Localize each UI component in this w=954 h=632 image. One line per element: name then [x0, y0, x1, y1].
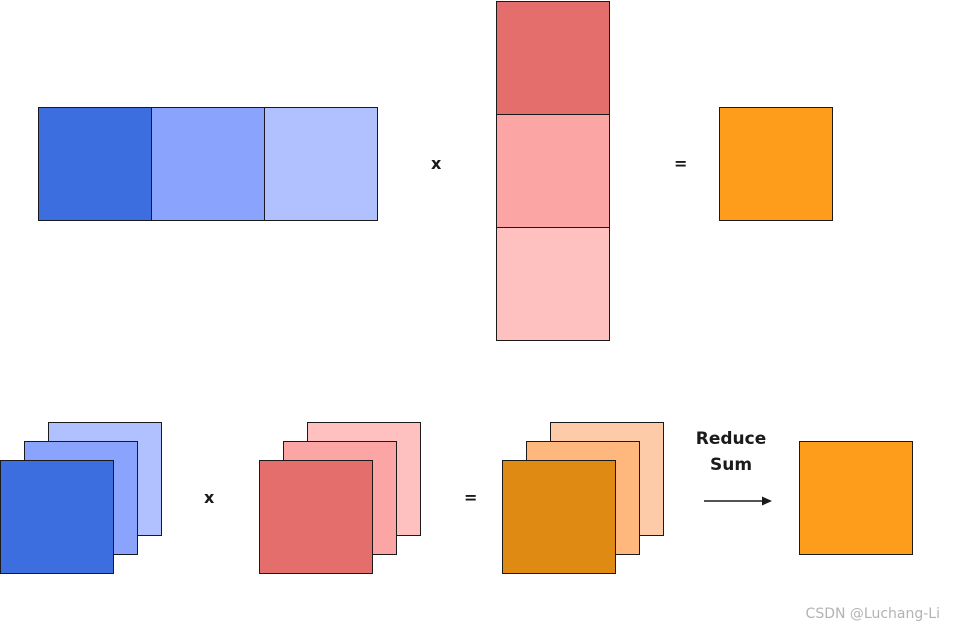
- reduce-label-line-1: Reduce: [695, 429, 767, 449]
- top-multiply-symbol: x: [431, 154, 442, 173]
- row-vector-cell-3: [264, 107, 378, 221]
- watermark: CSDN @Luchang-Li: [805, 606, 940, 622]
- reduce-sum-label: Reduce Sum: [686, 426, 776, 478]
- column-vector-cell-2: [496, 114, 610, 228]
- column-vector-cell-3: [496, 227, 610, 341]
- bottom-multiply-symbol: x: [204, 488, 215, 507]
- right-arrow-icon: [704, 496, 772, 506]
- row-vector-cell-1: [38, 107, 152, 221]
- red-stack-front: [259, 460, 373, 574]
- bottom-equals-symbol: =: [464, 488, 478, 507]
- column-vector-cell-1: [496, 1, 610, 115]
- row-vector-cell-2: [151, 107, 265, 221]
- reduce-label-line-2: Sum: [709, 455, 753, 475]
- top-result-cell: [719, 107, 833, 221]
- top-equals-symbol: =: [674, 154, 688, 173]
- bottom-result-cell: [799, 441, 913, 555]
- orange-stack-front: [502, 460, 616, 574]
- blue-stack-front: [0, 460, 114, 574]
